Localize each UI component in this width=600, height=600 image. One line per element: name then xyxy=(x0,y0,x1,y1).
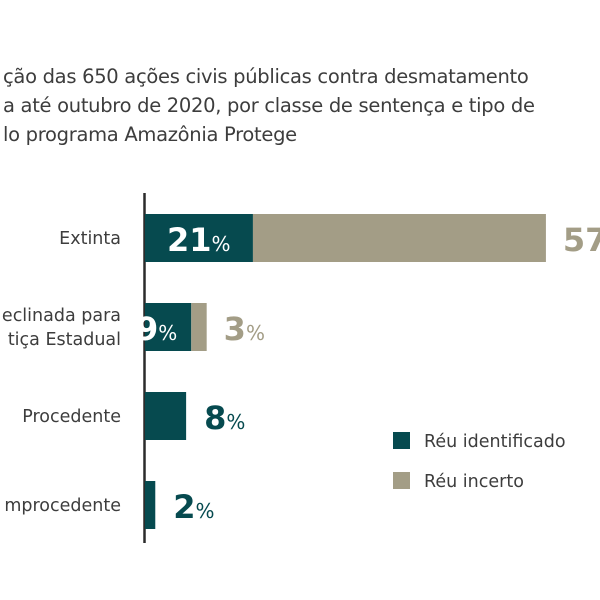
legend-label-uncertain: Réu incerto xyxy=(424,472,524,492)
legend-swatch-identified xyxy=(393,432,410,449)
category-label: Procedente xyxy=(22,407,121,427)
data-label-identified: 9% xyxy=(136,310,177,348)
bar-uncertain xyxy=(191,303,207,351)
category-label-line: tiça Estadual xyxy=(8,330,121,350)
chart-title: ção das 650 ações civis públicas contra … xyxy=(3,62,535,149)
data-label-identified: 21% xyxy=(167,221,231,259)
value-number: 2 xyxy=(173,488,195,526)
value-unit: % xyxy=(246,321,265,345)
value-number: 21 xyxy=(167,221,212,259)
value-unit: % xyxy=(212,232,231,256)
bar-uncertain xyxy=(252,214,546,262)
category-label: Extinta xyxy=(59,229,121,249)
value-unit: % xyxy=(158,321,177,345)
category-label: mprocedente xyxy=(4,496,121,516)
bar-identified xyxy=(145,392,187,440)
category-label-line: Procedente xyxy=(22,407,121,427)
value-unit: % xyxy=(226,410,245,434)
data-label-uncertain: 57% xyxy=(563,221,600,259)
legend: Réu identificado Réu incerto xyxy=(393,432,566,492)
data-label-identified: 8% xyxy=(204,399,245,437)
category-label-line: Extinta xyxy=(59,229,121,249)
category-label-line: mprocedente xyxy=(4,496,121,516)
legend-label-identified: Réu identificado xyxy=(424,432,566,452)
data-label-identified: 2% xyxy=(173,488,214,526)
title-line-2: a até outubro de 2020, por classe de sen… xyxy=(3,94,535,117)
data-label-uncertain: 3% xyxy=(224,310,265,348)
title-line-3: lo programa Amazônia Protege xyxy=(3,123,297,146)
bar-identified xyxy=(145,303,192,351)
value-number: 8 xyxy=(204,399,226,437)
bar-identified xyxy=(145,481,156,529)
legend-swatch-uncertain xyxy=(393,472,410,489)
value-number: 3 xyxy=(224,310,246,348)
value-number: 57 xyxy=(563,221,600,259)
bar-identified xyxy=(145,214,253,262)
value-number: 9 xyxy=(136,310,158,348)
category-label-line: eclinada para xyxy=(2,306,121,326)
category-label: eclinada para tiça Estadual xyxy=(2,306,121,350)
value-unit: % xyxy=(196,499,215,523)
title-line-1: ção das 650 ações civis públicas contra … xyxy=(3,65,529,88)
